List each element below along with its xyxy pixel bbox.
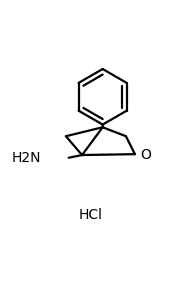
Text: HCl: HCl [79,208,103,222]
Text: O: O [140,148,151,162]
Text: H2N: H2N [11,151,41,165]
